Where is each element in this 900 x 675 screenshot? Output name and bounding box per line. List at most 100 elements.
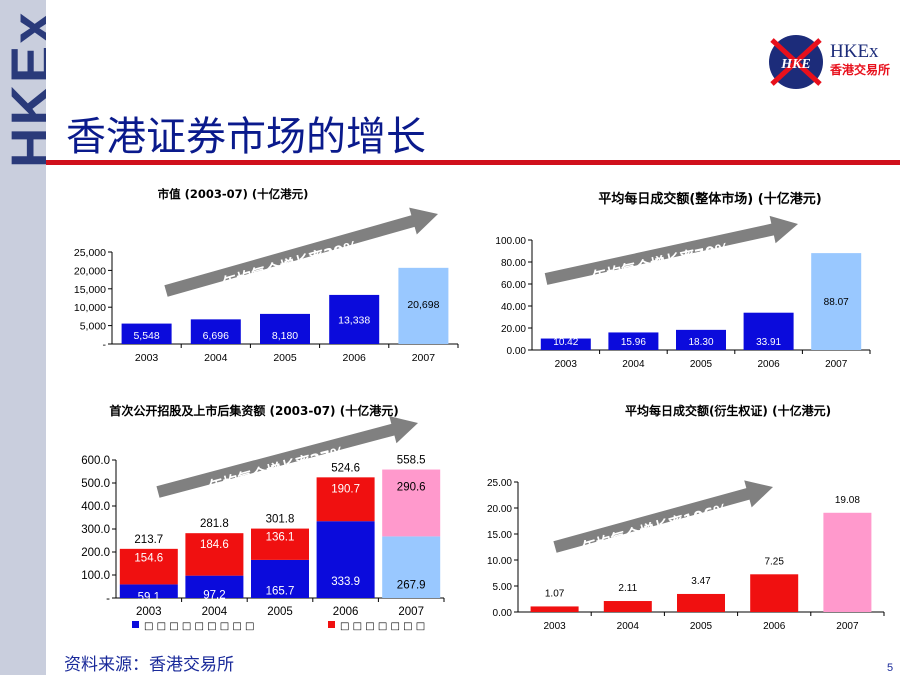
x-tick-label: 2005 — [273, 352, 297, 364]
bar — [811, 253, 862, 350]
data-label: 18.30 — [688, 337, 713, 348]
legend-swatch — [328, 621, 335, 628]
x-tick-label: 2006 — [757, 359, 780, 370]
data-label: 5,548 — [133, 330, 159, 342]
data-label: 33.91 — [756, 337, 781, 348]
bar — [603, 601, 652, 612]
legend-label: □ □ □ □ □ □ □ — [340, 621, 425, 632]
data-label: 165.7 — [266, 585, 295, 597]
x-tick-label: 2004 — [622, 359, 645, 370]
y-tick-label: 20.00 — [487, 504, 512, 515]
x-tick-label: 2005 — [267, 606, 293, 618]
bar — [121, 323, 172, 344]
total-label: 213.7 — [134, 534, 163, 546]
growth-arrow-shape — [544, 215, 798, 285]
y-tick-label: 40.00 — [501, 302, 526, 313]
data-label: 88.07 — [824, 297, 849, 308]
data-label: 3.47 — [691, 576, 711, 587]
x-tick-label: 2005 — [690, 621, 713, 632]
page-number: 5 — [887, 662, 894, 674]
bar — [190, 319, 241, 344]
growth-arrow-shape — [164, 207, 438, 297]
data-label: 190.7 — [331, 483, 360, 495]
y-tick-label: 0.00 — [493, 608, 513, 619]
chart-title: 首次公开招股及上市后集资额 (2003-07) (十亿港元) — [109, 403, 398, 418]
growth-arrow: 年均复合增长率70% — [544, 215, 798, 287]
data-label: 7.25 — [764, 556, 784, 567]
legend-swatch — [132, 621, 139, 628]
bar — [743, 312, 794, 350]
chart-market-cap: 市值 (2003-07) (十亿港元) - 5,000 10,000 15,000 20,… — [74, 187, 459, 364]
growth-arrow: 年均复合增长率106% — [553, 480, 774, 557]
bar — [608, 332, 659, 350]
x-tick-label: 2007 — [836, 621, 859, 632]
y-tick-label: 600.0 — [81, 455, 110, 467]
growth-arrow-shape — [156, 416, 419, 498]
bar — [329, 294, 380, 344]
total-label: 301.8 — [266, 514, 295, 526]
data-label: 2.11 — [618, 583, 637, 594]
bar-segment — [119, 584, 178, 598]
chart-title: 市值 (2003-07) (十亿港元) — [158, 187, 309, 201]
y-tick-label: 80.00 — [501, 258, 526, 269]
y-tick-label: 10,000 — [74, 302, 106, 314]
bar — [260, 313, 310, 344]
y-tick-label: 20,000 — [74, 265, 106, 277]
data-label: 267.9 — [397, 580, 426, 592]
bar — [540, 338, 591, 350]
y-tick-label: 5.00 — [493, 582, 513, 593]
data-label: 1.07 — [545, 588, 565, 599]
chart-title: 平均每日成交额(整体市场) (十亿港元) — [598, 191, 821, 207]
y-tick-label: 0.00 — [507, 346, 527, 357]
chart-funds-raised: 首次公开招股及上市后集资额 (2003-07) (十亿港元) - 100.0 200.… — [81, 403, 445, 632]
bar — [530, 606, 579, 612]
y-tick-label: 200.0 — [81, 547, 110, 559]
y-tick-label: 300.0 — [81, 524, 110, 536]
logo-mark: HKE — [780, 57, 811, 72]
x-tick-label: 2004 — [202, 606, 228, 618]
bar-segment — [382, 469, 441, 537]
x-tick-label: 2004 — [204, 352, 228, 364]
x-tick-label: 2007 — [412, 352, 436, 364]
x-tick-label: 2003 — [543, 621, 566, 632]
data-label: 6,696 — [203, 330, 229, 342]
y-tick-label: 100.0 — [81, 570, 110, 582]
data-label: 13,338 — [338, 314, 370, 326]
x-tick-label: 2006 — [333, 606, 359, 618]
side-brand-text: HKEx — [0, 10, 46, 168]
data-label: 15.96 — [621, 337, 646, 348]
bar-segment — [185, 575, 244, 598]
bar — [398, 267, 449, 344]
y-tick-label: 60.00 — [501, 280, 526, 291]
x-tick-label: 2007 — [825, 359, 848, 370]
bar-segment — [185, 533, 244, 576]
y-tick-label: 400.0 — [81, 501, 110, 513]
y-tick-label: 100.00 — [495, 236, 526, 247]
x-tick-label: 2004 — [617, 621, 640, 632]
x-tick-label: 2006 — [763, 621, 786, 632]
y-tick-label: 5,000 — [80, 321, 106, 333]
bar — [823, 512, 872, 612]
data-label: 154.6 — [134, 553, 163, 565]
total-label: 281.8 — [200, 518, 229, 530]
data-label: 8,180 — [272, 330, 298, 342]
growth-arrow-shape — [553, 480, 774, 553]
page-title: 香港证券市场的增长 — [66, 114, 426, 160]
x-tick-label: 2003 — [136, 606, 162, 618]
data-label: 20,698 — [407, 299, 439, 311]
data-label: 184.6 — [200, 539, 229, 551]
logo-name: HKEx — [830, 41, 879, 62]
data-label: 290.6 — [397, 481, 426, 493]
title-divider — [46, 160, 900, 165]
bar-segment — [382, 536, 441, 598]
data-label: 10.42 — [553, 337, 578, 348]
chart-title: 平均每日成交额(衍生权证) (十亿港元) — [625, 403, 831, 418]
y-tick-label: - — [103, 339, 107, 351]
source-note: 资料来源：香港交易所 — [64, 655, 234, 675]
bar — [677, 593, 725, 612]
y-tick-label: 500.0 — [81, 478, 110, 490]
bar-segment — [251, 528, 309, 560]
x-tick-label: 2005 — [690, 359, 713, 370]
total-label: 558.5 — [397, 455, 426, 467]
y-tick-label: 10.00 — [487, 556, 512, 567]
